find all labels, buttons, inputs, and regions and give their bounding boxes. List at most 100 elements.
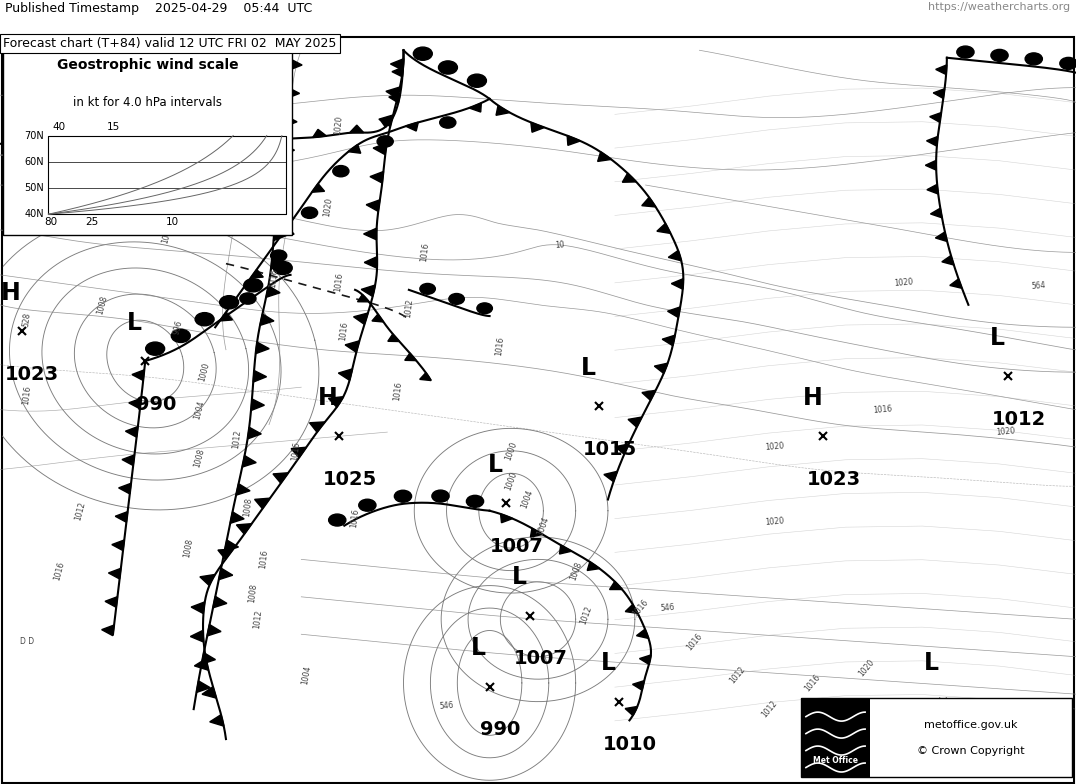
Text: 1016: 1016 <box>350 508 360 528</box>
Text: L: L <box>471 637 486 660</box>
Text: 1016: 1016 <box>420 242 430 263</box>
Text: 1020: 1020 <box>323 198 334 218</box>
Text: H: H <box>803 386 822 410</box>
Circle shape <box>431 490 449 502</box>
Text: 1004: 1004 <box>193 399 206 420</box>
Polygon shape <box>273 473 288 483</box>
Text: 990: 990 <box>480 720 521 739</box>
Text: L: L <box>924 652 939 676</box>
Text: 1016: 1016 <box>108 107 118 128</box>
Polygon shape <box>266 285 280 297</box>
Text: 40: 40 <box>53 122 66 132</box>
Polygon shape <box>500 514 513 523</box>
Polygon shape <box>530 122 544 132</box>
Polygon shape <box>218 568 232 579</box>
Bar <box>801 698 1072 776</box>
Circle shape <box>477 303 493 314</box>
Polygon shape <box>255 498 270 509</box>
Text: 1012: 1012 <box>253 609 264 630</box>
Polygon shape <box>345 341 359 352</box>
Polygon shape <box>633 681 645 690</box>
Circle shape <box>240 293 256 304</box>
Circle shape <box>377 136 393 147</box>
Circle shape <box>439 61 457 74</box>
Polygon shape <box>251 270 264 278</box>
Polygon shape <box>926 136 938 146</box>
Text: 1016: 1016 <box>269 268 280 289</box>
Circle shape <box>328 514 345 526</box>
Circle shape <box>332 165 349 176</box>
Polygon shape <box>391 59 404 71</box>
Polygon shape <box>622 173 636 182</box>
Text: 996: 996 <box>171 319 184 336</box>
Text: 1016: 1016 <box>803 673 822 693</box>
Polygon shape <box>364 228 377 240</box>
Text: 1012: 1012 <box>727 665 747 686</box>
Text: 1007: 1007 <box>514 649 568 668</box>
Text: 1020: 1020 <box>996 426 1016 437</box>
Text: L: L <box>990 325 1005 350</box>
Polygon shape <box>281 227 294 235</box>
Polygon shape <box>642 390 655 401</box>
Text: 1016: 1016 <box>258 550 269 569</box>
Text: 1025: 1025 <box>323 470 377 488</box>
Polygon shape <box>195 659 209 670</box>
Polygon shape <box>392 67 404 77</box>
Text: 1016: 1016 <box>291 441 301 461</box>
Text: 1012: 1012 <box>760 699 779 720</box>
Polygon shape <box>207 625 221 636</box>
Polygon shape <box>386 87 400 99</box>
Polygon shape <box>230 512 244 524</box>
Circle shape <box>991 49 1008 61</box>
Polygon shape <box>87 138 101 146</box>
Polygon shape <box>236 484 250 495</box>
Polygon shape <box>238 133 252 141</box>
Text: 1020: 1020 <box>334 115 344 135</box>
Circle shape <box>467 74 486 87</box>
Text: L: L <box>512 565 527 590</box>
Circle shape <box>195 313 214 326</box>
Circle shape <box>1025 53 1043 65</box>
Polygon shape <box>667 307 680 318</box>
Text: Published Timestamp    2025-04-29    05:44  UTC: Published Timestamp 2025-04-29 05:44 UTC <box>5 2 313 16</box>
Polygon shape <box>310 422 325 432</box>
Text: 60N: 60N <box>25 157 44 167</box>
Polygon shape <box>654 363 668 373</box>
Text: 1007: 1007 <box>926 735 980 754</box>
Text: 1012: 1012 <box>579 605 594 626</box>
Polygon shape <box>387 334 399 342</box>
Circle shape <box>957 46 974 58</box>
Text: 1008: 1008 <box>182 538 195 558</box>
Polygon shape <box>365 256 378 268</box>
Polygon shape <box>942 256 953 265</box>
Text: 1010: 1010 <box>603 735 656 754</box>
Polygon shape <box>200 575 215 586</box>
Polygon shape <box>101 625 114 636</box>
Polygon shape <box>312 183 325 192</box>
Text: 1020: 1020 <box>856 658 876 678</box>
Polygon shape <box>213 597 227 608</box>
Polygon shape <box>218 549 233 560</box>
Text: 1012: 1012 <box>404 299 414 318</box>
Text: 25: 25 <box>85 216 98 227</box>
Text: 528: 528 <box>22 312 32 328</box>
Polygon shape <box>406 122 419 131</box>
Polygon shape <box>625 706 638 716</box>
Text: 1004: 1004 <box>300 665 313 686</box>
Text: 1016: 1016 <box>873 405 892 415</box>
Circle shape <box>449 293 465 304</box>
Text: Forecast chart (T+84) valid 12 UTC FRI 02  MAY 2025: Forecast chart (T+84) valid 12 UTC FRI 0… <box>3 37 337 49</box>
Polygon shape <box>122 455 134 466</box>
Polygon shape <box>260 314 274 325</box>
Text: Geostrophic wind scale: Geostrophic wind scale <box>57 59 238 72</box>
Polygon shape <box>190 630 203 642</box>
Text: 40N: 40N <box>25 209 44 220</box>
Text: 1020: 1020 <box>765 441 784 452</box>
Polygon shape <box>597 152 611 162</box>
Text: 1004: 1004 <box>520 489 535 510</box>
Polygon shape <box>936 65 947 74</box>
Circle shape <box>171 329 190 343</box>
Text: 1000: 1000 <box>504 470 519 492</box>
Text: 1016: 1016 <box>631 597 650 619</box>
Polygon shape <box>370 172 383 183</box>
